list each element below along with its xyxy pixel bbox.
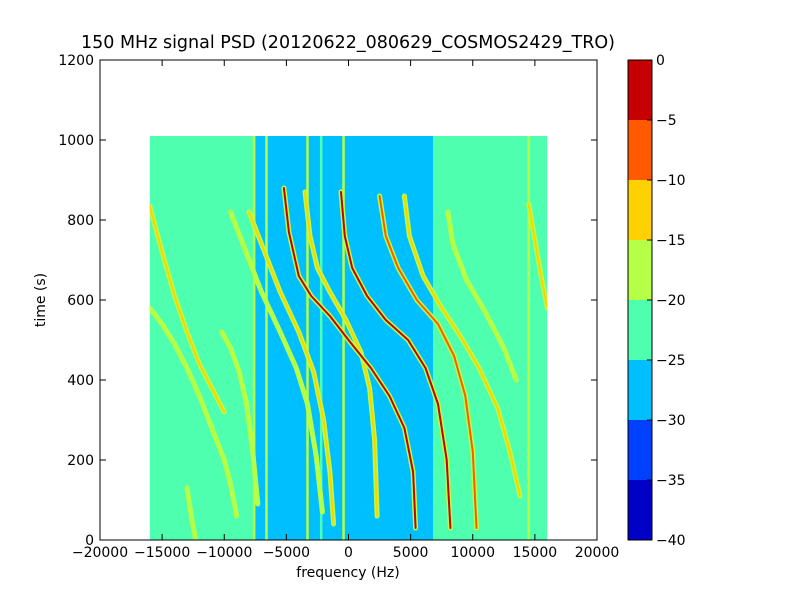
colorbar-tick-label: −25 [656, 353, 686, 369]
track-4 [229, 211, 324, 513]
colorbar-tick-label: −30 [656, 413, 686, 429]
y-axis-label: time (s) [33, 273, 49, 327]
track-9 [378, 195, 478, 529]
colorbar-segment [628, 60, 652, 120]
x-tick-label: −15000 [134, 545, 190, 561]
x-tick-label: 15000 [513, 545, 558, 561]
y-tick-label: 0 [85, 533, 94, 549]
track-1 [149, 307, 238, 517]
track-7 [282, 187, 417, 529]
track-3 [220, 331, 259, 505]
x-tick-label: 10000 [450, 545, 495, 561]
y-tick-label: 200 [67, 453, 94, 469]
track-0 [149, 205, 226, 413]
colorbar-segment [628, 300, 652, 360]
y-tick-label: 800 [67, 213, 94, 229]
track-8 [340, 191, 452, 529]
colorbar-segment [628, 420, 652, 480]
colorbar-segment [628, 480, 652, 540]
track-11 [446, 211, 518, 381]
track-10 [403, 195, 521, 497]
colorbar: 0 −5 −10 −15 −20 −25 −30 −35 −40 [627, 53, 686, 549]
colorbar-tick-label: −35 [656, 473, 686, 489]
x-axis-label: frequency (Hz) [296, 565, 399, 581]
colorbar-segment [628, 360, 652, 420]
x-tick-label: 5000 [393, 545, 429, 561]
y-tick-label: 1000 [58, 133, 94, 149]
track-5 [248, 211, 335, 525]
colorbar-tick-label: −40 [656, 533, 686, 549]
y-axis: 0 200 400 600 800 1000 1200 [58, 53, 597, 549]
y-tick-label: 600 [67, 293, 94, 309]
track-2 [186, 487, 197, 540]
x-tick-label: −20000 [72, 545, 128, 561]
colorbar-tick-label: −5 [656, 113, 677, 129]
colorbar-tick-label: −20 [656, 293, 686, 309]
x-axis: −20000 −15000 −10000 −5000 0 5000 10000 15000 20… [72, 60, 619, 561]
colorbar-segment [628, 240, 652, 300]
track-6 [304, 191, 379, 517]
chart-title: 150 MHz signal PSD (20120622_080629_COSM… [81, 33, 615, 53]
x-tick-label: 0 [344, 545, 353, 561]
x-tick-label: −5000 [263, 545, 310, 561]
colorbar-segment [628, 180, 652, 240]
colorbar-tick-label: 0 [656, 53, 665, 69]
y-tick-label: 1200 [58, 53, 94, 69]
track-12 [527, 203, 548, 309]
y-tick-label: 400 [67, 373, 94, 389]
colorbar-segment [628, 120, 652, 180]
x-tick-label: 20000 [575, 545, 620, 561]
colorbar-tick-label: −15 [656, 233, 686, 249]
spectrogram [149, 136, 548, 540]
colorbar-tick-label: −10 [656, 173, 686, 189]
x-tick-label: −10000 [196, 545, 252, 561]
